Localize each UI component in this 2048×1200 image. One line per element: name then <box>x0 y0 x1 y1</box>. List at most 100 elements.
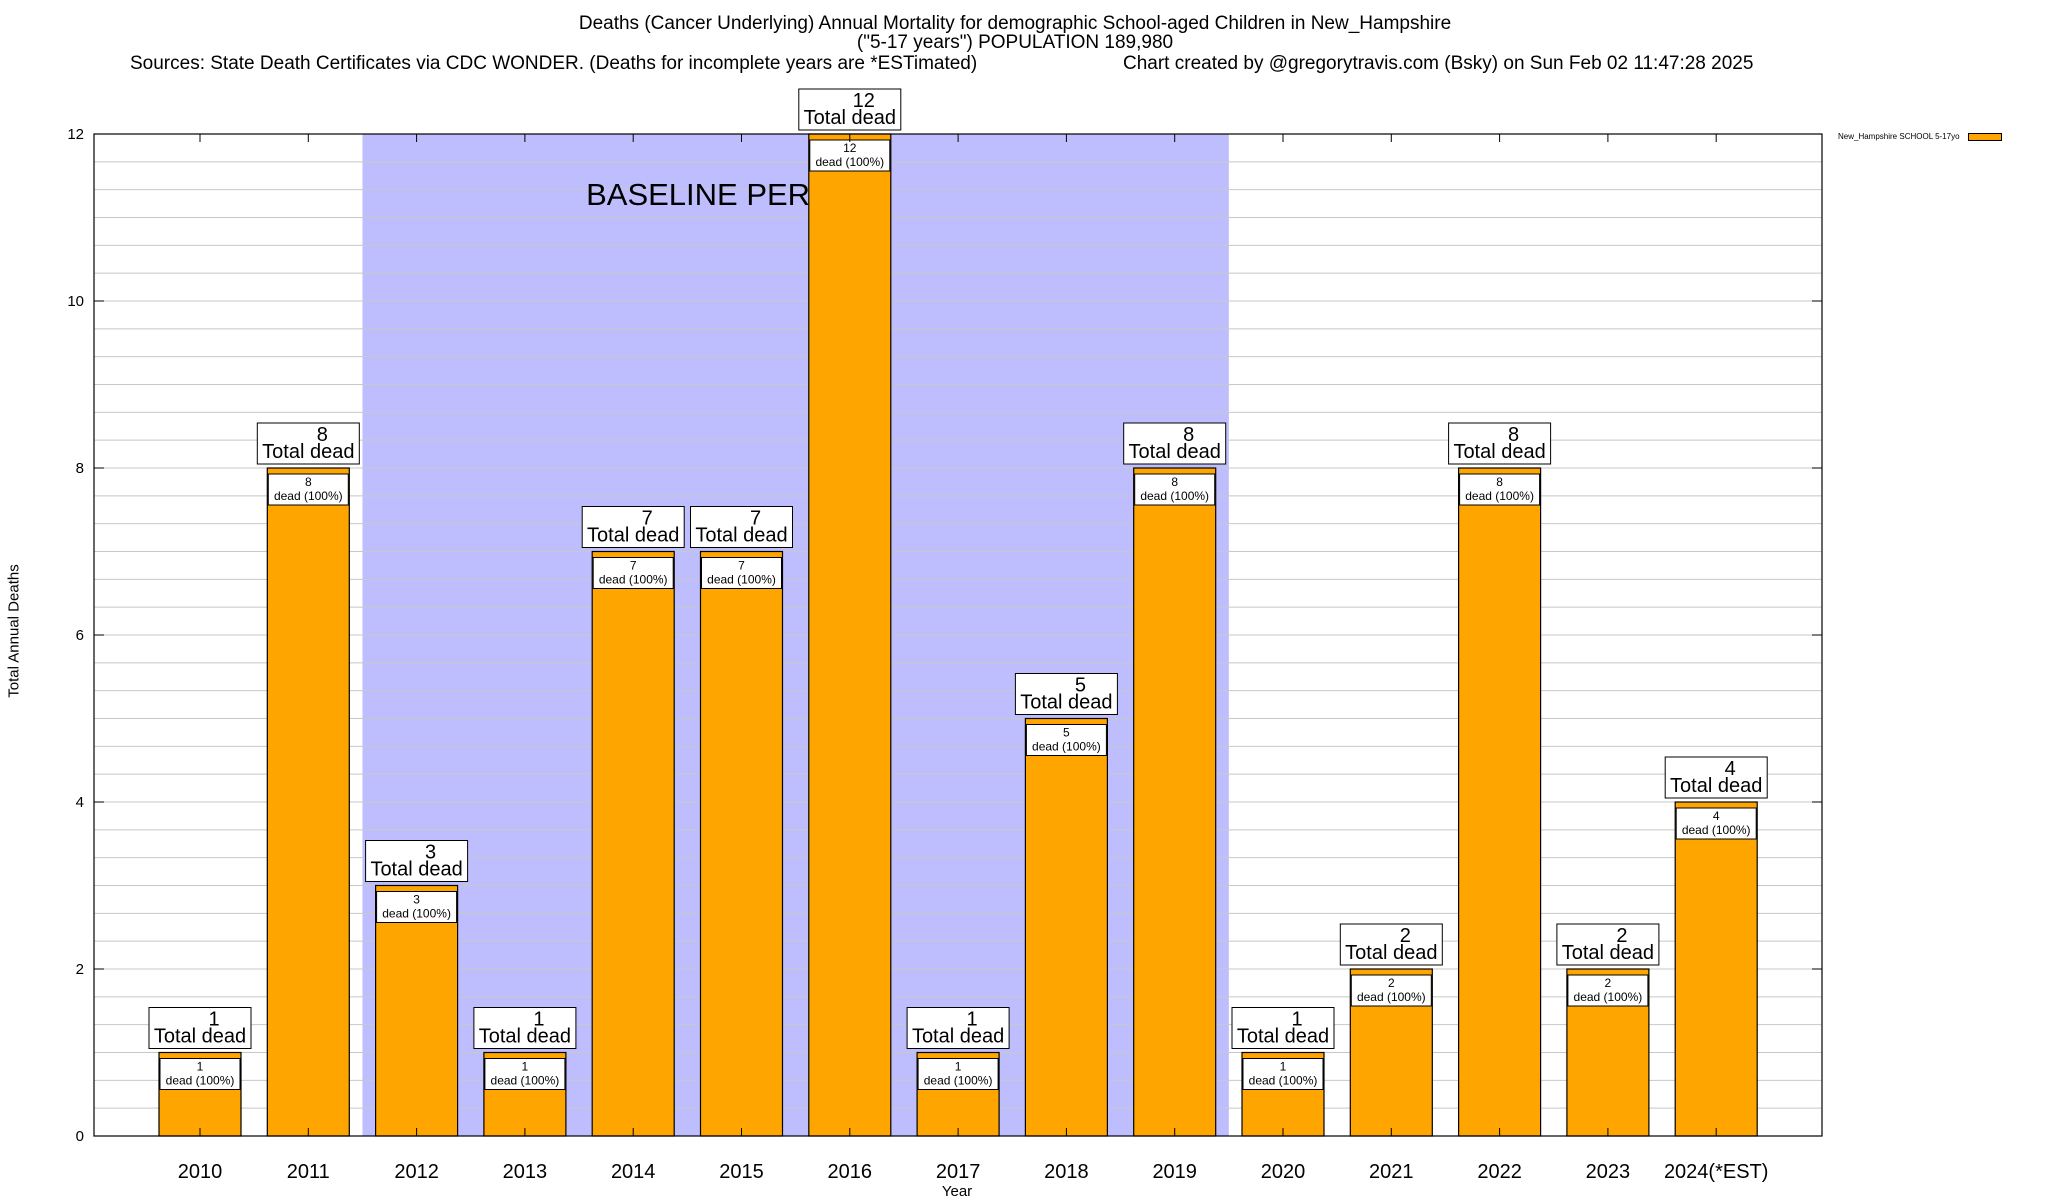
x-tick-label: 2022 <box>1477 1161 1522 1183</box>
total-label-text: Total dead <box>1020 692 1112 714</box>
total-label-count: 8 <box>317 424 328 446</box>
inner-label-box <box>1134 473 1216 506</box>
inner-label-box <box>1567 974 1649 1007</box>
y-tick-label: 8 <box>76 460 84 477</box>
total-label-text: Total dead <box>370 859 462 881</box>
total-label-count: 3 <box>425 842 436 864</box>
x-tick-label: 2016 <box>828 1161 873 1183</box>
total-label-count: 1 <box>967 1009 978 1031</box>
inner-label-text: dead (100%) <box>1249 1074 1318 1088</box>
x-tick-label: 2012 <box>394 1161 439 1183</box>
x-tick-label: 2015 <box>719 1161 764 1183</box>
total-label-count: 2 <box>1400 925 1411 947</box>
total-label-text: Total dead <box>154 1026 246 1048</box>
inner-label-count: 8 <box>1171 475 1178 489</box>
total-label-text: Total dead <box>1237 1026 1329 1048</box>
inner-label-text: dead (100%) <box>1357 990 1426 1004</box>
total-label-box <box>581 506 685 548</box>
x-tick-label: 2014 <box>611 1161 656 1183</box>
inner-label-count: 1 <box>197 1060 204 1074</box>
inner-label-box <box>1025 724 1107 756</box>
inner-label-text: dead (100%) <box>274 489 343 503</box>
total-label-text: Total dead <box>1345 942 1437 964</box>
inner-label-count: 8 <box>1496 475 1503 489</box>
total-label-box <box>1231 1007 1335 1049</box>
inner-label-count: 2 <box>1388 976 1395 990</box>
legend: New_Hampshire SCHOOL 5-17yo <box>1838 132 2002 141</box>
inner-label-text: dead (100%) <box>491 1074 560 1088</box>
x-tick-label: 2020 <box>1261 1161 1306 1183</box>
total-label-box <box>906 1007 1010 1049</box>
total-label-box <box>365 840 469 882</box>
bar <box>808 133 892 1137</box>
legend-label: New_Hampshire SCHOOL 5-17yo <box>1838 132 1960 141</box>
x-axis-label: Year <box>941 1183 973 1200</box>
inner-label-text: dead (100%) <box>166 1074 235 1088</box>
y-tick-label: 2 <box>76 961 84 978</box>
plot-frame <box>93 133 1823 1137</box>
inner-label-box <box>809 139 891 172</box>
inner-label-text: dead (100%) <box>815 155 884 169</box>
x-tick-label: 2017 <box>936 1161 981 1183</box>
inner-label-box <box>376 891 458 923</box>
inner-label-count: 7 <box>630 559 637 573</box>
inner-label-box <box>1350 974 1432 1007</box>
bar <box>266 467 350 1137</box>
total-label-box <box>256 422 360 465</box>
inner-label-text: dead (100%) <box>1574 990 1643 1004</box>
chart-credit: Chart created by @gregorytravis.com (Bsk… <box>1123 53 1754 74</box>
inner-label-text: dead (100%) <box>599 573 668 587</box>
bar <box>1133 467 1217 1137</box>
inner-label-text: dead (100%) <box>707 573 776 587</box>
inner-label-count: 5 <box>1063 726 1070 740</box>
total-label-text: Total dead <box>1453 441 1545 463</box>
total-label-count: 12 <box>853 90 875 112</box>
inner-label-box <box>1242 1058 1324 1090</box>
total-label-box <box>798 88 902 131</box>
inner-label-count: 7 <box>738 559 745 573</box>
x-tick-label: 2021 <box>1369 1161 1414 1183</box>
x-tick-label: 2011 <box>287 1161 330 1183</box>
chart-title: Deaths (Cancer Underlying) Annual Mortal… <box>578 13 1452 34</box>
total-label-box <box>1014 673 1118 715</box>
inner-label-count: 2 <box>1605 976 1612 990</box>
inner-label-text: dead (100%) <box>382 907 451 921</box>
total-label-count: 2 <box>1616 925 1627 947</box>
total-label-count: 4 <box>1725 758 1736 780</box>
total-label-box <box>1556 923 1660 966</box>
inner-label-text: dead (100%) <box>1682 823 1751 837</box>
bar <box>591 550 675 1137</box>
total-label-count: 8 <box>1183 424 1194 446</box>
total-label-box <box>1664 756 1768 799</box>
inner-label-box <box>484 1058 566 1090</box>
total-label-count: 8 <box>1508 424 1519 446</box>
y-tick-label: 4 <box>76 794 84 811</box>
total-label-text: Total dead <box>1670 775 1762 797</box>
sources-note: Sources: State Death Certificates via CD… <box>130 53 978 74</box>
total-label-box <box>1123 422 1227 465</box>
inner-label-count: 1 <box>955 1060 962 1074</box>
bar <box>1457 467 1542 1137</box>
inner-label-box <box>917 1058 999 1090</box>
total-label-text: Total dead <box>587 525 679 547</box>
inner-label-text: dead (100%) <box>924 1074 993 1088</box>
total-label-count: 1 <box>533 1009 544 1031</box>
bar <box>1024 717 1109 1137</box>
inner-label-box <box>267 473 349 506</box>
total-label-count: 7 <box>642 508 653 530</box>
total-label-text: Total dead <box>1562 942 1654 964</box>
legend-swatch <box>1967 132 2002 141</box>
x-tick-label: 2010 <box>178 1161 223 1183</box>
inner-label-text: dead (100%) <box>1032 740 1101 754</box>
total-label-text: Total dead <box>912 1026 1004 1048</box>
inner-label-count: 8 <box>305 475 312 489</box>
inner-label-box <box>592 557 674 589</box>
inner-label-text: dead (100%) <box>1465 489 1534 503</box>
inner-label-box <box>1459 473 1541 506</box>
inner-label-text: dead (100%) <box>1140 489 1209 503</box>
total-label-box <box>1339 923 1443 966</box>
inner-label-count: 4 <box>1713 809 1720 823</box>
inner-label-box <box>159 1058 241 1090</box>
bar <box>1674 801 1758 1137</box>
